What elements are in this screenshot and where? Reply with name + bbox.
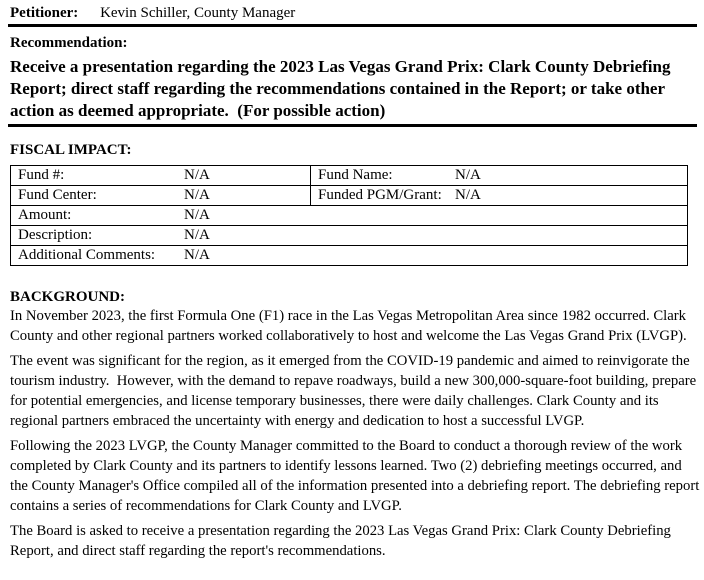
fund-number-label: Fund #: [18,167,65,183]
petitioner-row: Petitioner: Kevin Schiller, County Manag… [10,5,696,22]
fund-center-cell: Fund Center: N/A [10,185,311,206]
funded-pgm-grant-cell: Funded PGM/Grant: N/A [310,185,688,206]
funded-pgm-grant-value: N/A [455,187,481,203]
background-paragraph-3: Following the 2023 LVGP, the County Mana… [10,438,704,514]
funded-pgm-grant-label: Funded PGM/Grant: [318,187,442,203]
fund-number-cell: Fund #: N/A [10,165,311,186]
fund-center-label: Fund Center: [18,187,97,203]
background-heading: BACKGROUND: [10,289,125,305]
petitioner-label: Petitioner: [10,5,79,21]
table-row-additional-comments: Additional Comments: N/A [10,245,688,266]
amount-value: N/A [184,207,210,223]
background-paragraph-2: The event was significant for the region… [10,353,700,429]
table-row-amount: Amount: N/A [10,205,688,226]
fund-name-label: Fund Name: [318,167,393,183]
table-row-description: Description: N/A [10,225,688,246]
fund-center-value: N/A [184,187,210,203]
table-row-fund-number: Fund #: N/A Fund Name: N/A [10,165,688,186]
table-row-fund-center: Fund Center: N/A Funded PGM/Grant: N/A [10,185,688,206]
fiscal-impact-heading: FISCAL IMPACT: [10,142,132,158]
additional-comments-cell: Additional Comments: N/A [10,245,688,266]
recommendation-text: Receive a presentation regarding the 202… [10,57,675,120]
petitioner-value: Kevin Schiller, County Manager [100,5,296,21]
recommendation-label: Recommendation: [10,35,128,51]
fund-name-cell: Fund Name: N/A [310,165,688,186]
amount-label: Amount: [18,207,72,223]
additional-comments-label: Additional Comments: [18,247,156,263]
background-paragraph-1: In November 2023, the first Formula One … [10,308,690,344]
background-paragraph-4: The Board is asked to receive a presenta… [10,523,675,559]
fund-name-value: N/A [455,167,481,183]
description-label: Description: [18,227,93,243]
amount-cell: Amount: N/A [10,205,688,226]
description-cell: Description: N/A [10,225,688,246]
additional-comments-value: N/A [184,247,210,263]
fund-number-value: N/A [184,167,210,183]
divider-recommendation [8,124,697,127]
divider-top [8,24,697,27]
fiscal-impact-table: Fund #: N/A Fund Name: N/A Fund Center: N/A… [10,165,688,266]
description-value: N/A [184,227,210,243]
